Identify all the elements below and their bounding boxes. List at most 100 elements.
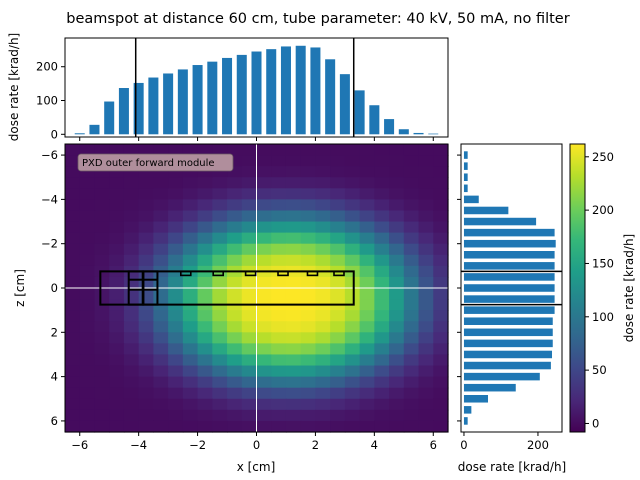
- heatmap-cell: [330, 376, 346, 389]
- heatmap-cell: [109, 221, 125, 234]
- heatmap-cell: [65, 420, 81, 433]
- right-bar: [463, 339, 553, 348]
- heatmap-cell: [212, 409, 228, 422]
- heatmap-cell: [109, 332, 125, 344]
- heatmap-cell: [330, 243, 346, 256]
- heatmap-cell: [300, 243, 317, 256]
- heatmap-cell: [344, 310, 361, 322]
- heatmap-cell: [153, 144, 169, 156]
- heatmap-cell: [227, 155, 243, 167]
- heatmap-cell: [109, 420, 125, 433]
- heatmap-cell: [389, 188, 405, 200]
- heatmap-cell: [271, 232, 287, 245]
- heatmap-cell: [300, 354, 317, 367]
- heatmap-cell: [212, 210, 228, 223]
- heatmap-cell: [256, 310, 272, 322]
- heatmap-cell: [403, 144, 420, 156]
- heatmap-cell: [285, 254, 302, 267]
- heatmap-cell: [109, 276, 125, 289]
- heatmap-cell: [138, 221, 154, 234]
- heatmap-cell: [153, 332, 169, 344]
- heatmap-cell: [123, 343, 140, 356]
- heatmap-cell: [374, 155, 390, 167]
- heatmap-cell: [65, 166, 81, 178]
- heatmap-cell: [168, 199, 184, 212]
- heatmap-cell: [344, 254, 361, 267]
- heatmap-cell: [138, 321, 154, 333]
- heatmap-cell: [227, 210, 243, 223]
- heatmap-cell: [315, 409, 331, 422]
- heatmap-cell: [182, 288, 199, 300]
- heatmap-cell: [65, 221, 81, 234]
- top-bar: [89, 124, 100, 135]
- heatmap-cell: [403, 409, 420, 422]
- top-bar: [428, 133, 439, 135]
- heatmap-cell: [94, 310, 110, 322]
- heatmap-cell: [256, 409, 272, 422]
- heatmap-cell: [153, 210, 169, 223]
- heatmap-cell: [138, 254, 154, 267]
- heatmap-cell: [168, 387, 184, 400]
- heatmap-cell: [300, 343, 317, 356]
- heatmap-cell: [374, 232, 390, 245]
- heatmap-cell: [418, 221, 434, 234]
- heatmap-cell: [418, 409, 434, 422]
- heatmap-cell: [418, 321, 434, 333]
- heatmap-cell: [197, 332, 213, 344]
- heatmap-cell: [212, 376, 228, 389]
- heatmap-x-tick-label: −2: [189, 438, 206, 452]
- heatmap-cell: [285, 144, 302, 156]
- heatmap-cell: [300, 276, 317, 289]
- module-chip: [333, 270, 345, 277]
- top-y-axis-label: dose rate [krad/h]: [7, 33, 21, 141]
- heatmap-cell: [374, 365, 390, 378]
- heatmap-cell: [227, 376, 243, 389]
- heatmap-cell: [168, 310, 184, 322]
- heatmap-cell: [197, 365, 213, 378]
- heatmap-cell: [359, 276, 375, 289]
- heatmap-cell: [153, 199, 169, 212]
- heatmap-cell: [344, 188, 361, 200]
- heatmap-cell: [227, 387, 243, 400]
- heatmap-cell: [359, 232, 375, 245]
- heatmap-cell: [300, 199, 317, 212]
- heatmap-cell: [153, 310, 169, 322]
- heatmap-cell: [79, 310, 96, 322]
- right-marker-lines: [461, 270, 562, 306]
- right-bar: [463, 350, 553, 359]
- heatmap-cell: [241, 210, 258, 223]
- heatmap-cell: [344, 332, 361, 344]
- heatmap-cell: [285, 210, 302, 223]
- heatmap-cell: [344, 321, 361, 333]
- top-bar: [339, 74, 350, 135]
- heatmap-y-axis-label: z [cm]: [13, 269, 27, 307]
- heatmap-cell: [79, 387, 96, 400]
- heatmap-cell: [168, 420, 184, 433]
- module-switcher-box: [142, 270, 159, 306]
- heatmap-cell: [344, 199, 361, 212]
- heatmap-y-tick-label: 4: [51, 370, 58, 384]
- heatmap-cell: [256, 332, 272, 344]
- heatmap-cell: [285, 332, 302, 344]
- heatmap-cell: [65, 288, 81, 300]
- heatmap-cell: [359, 210, 375, 223]
- heatmap-cell: [374, 221, 390, 234]
- heatmap-cell: [359, 288, 375, 300]
- heatmap-cell: [256, 166, 272, 178]
- heatmap-cell: [389, 166, 405, 178]
- heatmap-cell: [197, 188, 213, 200]
- heatmap-cell: [389, 343, 405, 356]
- heatmap-cell: [153, 398, 169, 411]
- heatmap-cell: [330, 155, 346, 167]
- heatmap-cell: [227, 243, 243, 256]
- heatmap-cell: [197, 276, 213, 289]
- heatmap-cell: [94, 243, 110, 256]
- heatmap-cell: [109, 243, 125, 256]
- heatmap-cell: [433, 409, 449, 422]
- heatmap-cell: [241, 188, 258, 200]
- heatmap-cell: [359, 365, 375, 378]
- heatmap-cell: [212, 276, 228, 289]
- heatmap-y-tick-label: 0: [51, 281, 58, 295]
- heatmap-cell: [123, 144, 140, 156]
- heatmap-cell: [227, 221, 243, 234]
